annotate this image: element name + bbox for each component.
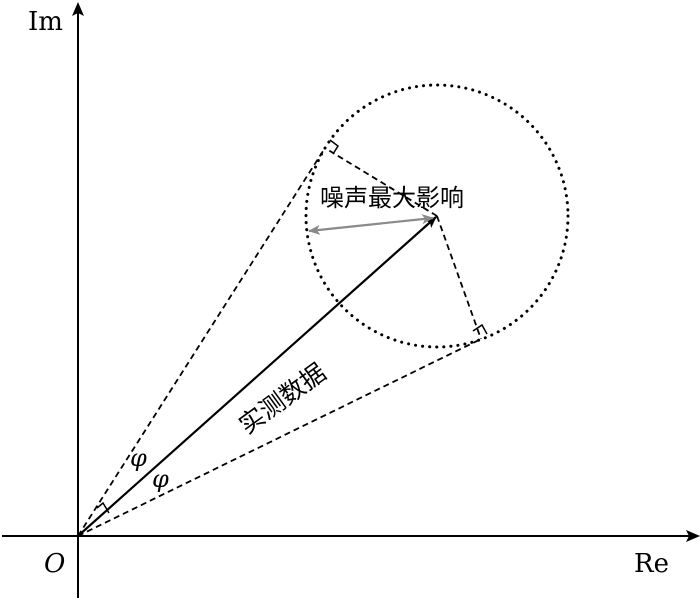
y-axis-arrowhead: [72, 2, 84, 16]
x-axis-label: Re: [634, 549, 669, 579]
upper-radius-line: [324, 147, 438, 217]
x-axis-arrowhead: [686, 530, 700, 542]
measured-data-label: 实测数据: [233, 358, 331, 440]
measured-data-vector: [77, 216, 437, 537]
origin-angle-marker: [96, 501, 110, 514]
lower-right-angle-marker: [472, 323, 488, 335]
lower-radius-line: [436, 215, 482, 340]
angle-upper-label: φ: [130, 444, 147, 472]
noise-circle: [304, 83, 570, 349]
upper-tangent-line: [77, 147, 326, 537]
noise-max-effect-label: 噪声最大影响: [320, 184, 464, 212]
angle-lower-label: φ: [152, 465, 169, 493]
origin-label: O: [44, 549, 65, 579]
upper-right-angle-marker: [329, 139, 340, 155]
lower-tangent-line: [77, 338, 482, 537]
noise-radius-arrow: [308, 214, 434, 235]
y-axis-label: Im: [28, 7, 63, 37]
